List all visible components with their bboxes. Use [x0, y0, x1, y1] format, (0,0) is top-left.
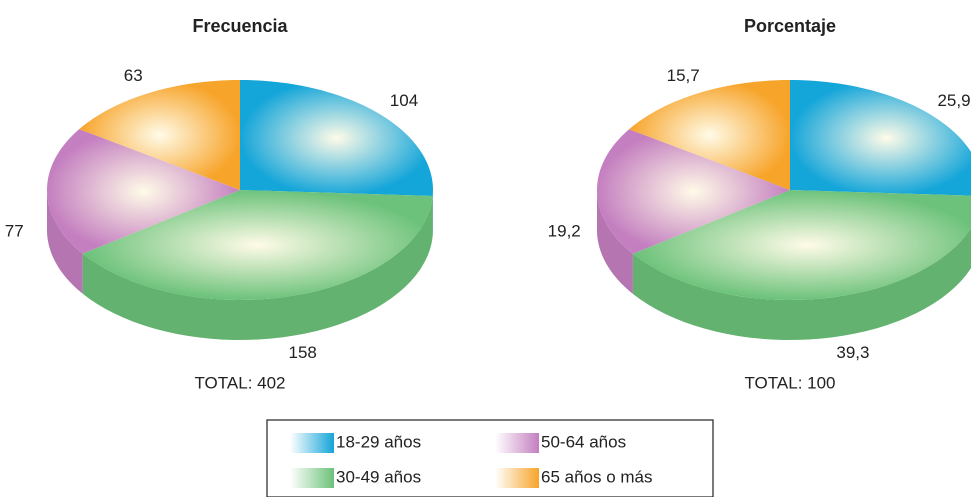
- total-label: TOTAL: 402: [194, 373, 285, 392]
- slice: [629, 80, 790, 190]
- legend-label: 65 años o más: [541, 467, 653, 486]
- slice: [790, 80, 971, 196]
- data-label: 15,7: [667, 66, 700, 85]
- data-label: 104: [390, 91, 418, 110]
- slice: [632, 190, 971, 300]
- slice-side: [82, 196, 433, 340]
- slice: [240, 80, 433, 197]
- slice-side: [47, 190, 83, 294]
- slice-side: [597, 190, 633, 294]
- slice: [47, 129, 240, 254]
- chart-title: Frecuencia: [192, 16, 288, 36]
- legend-label: 30-49 años: [336, 467, 421, 486]
- legend-swatch: [495, 433, 539, 453]
- total-label: TOTAL: 100: [744, 373, 835, 392]
- legend-box: [266, 419, 714, 497]
- legend-label: 50-64 años: [541, 432, 626, 451]
- data-label: 39,3: [836, 343, 869, 362]
- legend-swatch: [290, 468, 334, 488]
- legend-swatch: [495, 468, 539, 488]
- slice: [82, 190, 433, 300]
- data-label: 158: [289, 343, 317, 362]
- chart-title: Porcentaje: [744, 16, 836, 36]
- legend-label: 18-29 años: [336, 432, 421, 451]
- slice: [79, 80, 240, 190]
- slice: [597, 129, 790, 254]
- slice-side: [632, 228, 971, 340]
- legend-swatch: [290, 433, 334, 453]
- data-label: 19,2: [548, 222, 581, 241]
- data-label: 77: [5, 221, 24, 240]
- data-label: 63: [124, 66, 143, 85]
- data-label: 25,9: [937, 91, 970, 110]
